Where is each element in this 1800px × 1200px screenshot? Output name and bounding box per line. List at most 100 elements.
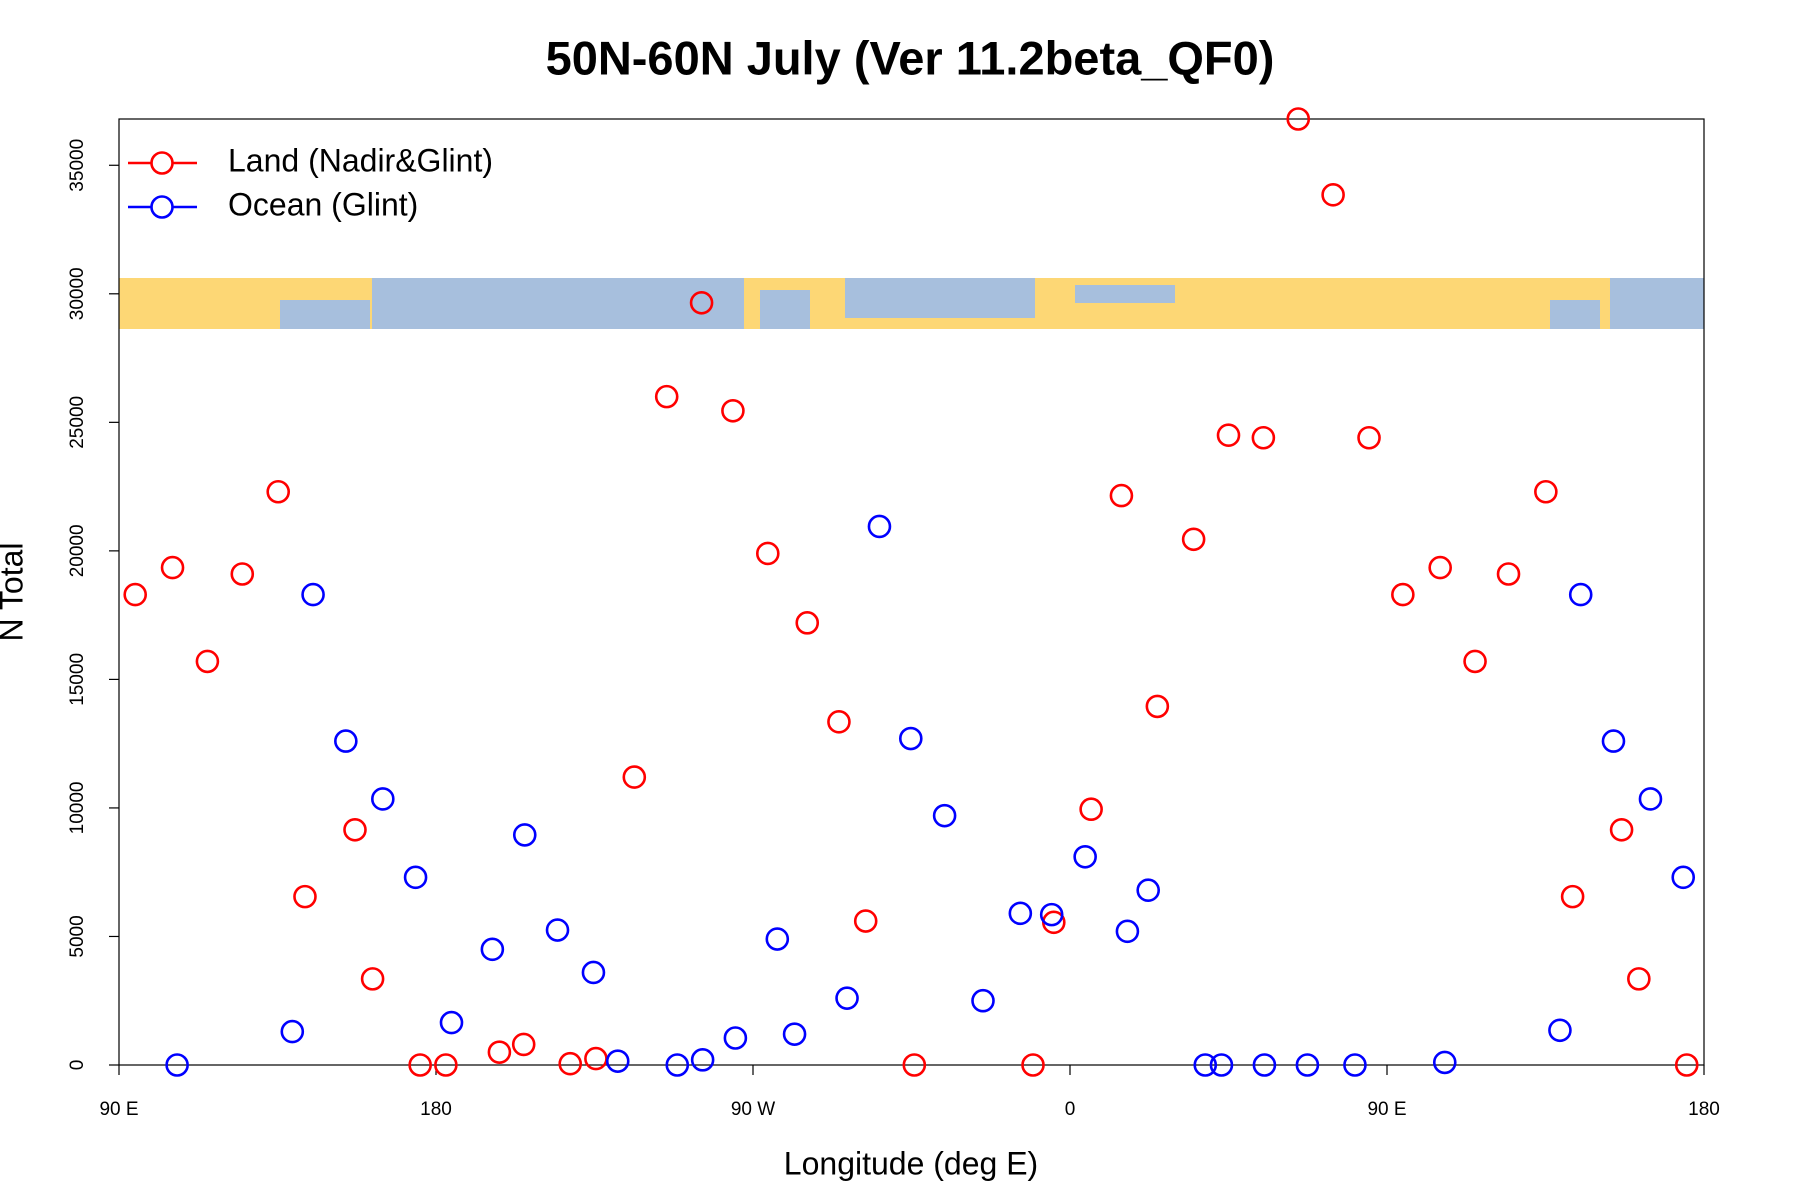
data-point: [795, 611, 820, 635]
data-point: [280, 1019, 305, 1044]
data-point: [1496, 562, 1521, 586]
map-band: [119, 278, 1704, 329]
data-point: [723, 1026, 748, 1050]
data-point: [1463, 649, 1487, 674]
y-tick-label: 0: [67, 1060, 88, 1071]
data-point: [434, 1053, 458, 1077]
map-ocean: [1610, 278, 1704, 329]
data-point: [1343, 1053, 1367, 1077]
y-tick-label: 10000: [67, 782, 88, 835]
data-point: [1008, 901, 1033, 926]
data-point: [835, 986, 859, 1010]
data-point: [782, 1022, 807, 1046]
x-tick-label: 180: [1688, 1099, 1720, 1120]
data-point: [1216, 423, 1241, 447]
legend-marker: [150, 151, 174, 175]
data-point: [1073, 844, 1097, 869]
data-point: [403, 865, 428, 890]
data-point: [902, 1053, 927, 1077]
data-point: [1601, 729, 1626, 753]
data-point: [558, 1051, 582, 1076]
data-point: [165, 1053, 189, 1077]
data-point: [1251, 425, 1276, 450]
data-point: [334, 729, 358, 753]
data-point: [1357, 425, 1381, 450]
x-tick-label: 90 W: [731, 1099, 775, 1120]
data-point: [1428, 555, 1452, 580]
data-point: [160, 555, 185, 580]
data-point: [1627, 967, 1651, 991]
data-point: [408, 1053, 432, 1077]
legend-label: Ocean (Glint): [228, 186, 418, 222]
data-point: [690, 1048, 715, 1072]
data-point: [765, 927, 790, 951]
data-point: [123, 582, 148, 607]
data-point: [1039, 902, 1064, 927]
data-point: [439, 1010, 464, 1035]
data-point: [971, 988, 995, 1013]
y-tick-label: 15000: [67, 653, 88, 706]
data-point: [360, 967, 385, 991]
data-point: [195, 649, 220, 674]
data-point: [853, 909, 878, 933]
data-point: [721, 398, 745, 423]
x-tick-label: 180: [420, 1099, 452, 1120]
y-tick-label: 25000: [67, 396, 88, 449]
data-point: [1193, 1053, 1218, 1077]
legend-marker: [150, 195, 174, 219]
data-point: [605, 1049, 630, 1073]
data-point: [230, 562, 255, 586]
data-point: [1560, 884, 1585, 909]
data-point: [301, 582, 325, 607]
map-ocean: [1550, 300, 1600, 329]
data-point: [867, 514, 892, 539]
data-point: [1252, 1053, 1277, 1077]
data-point: [266, 479, 291, 504]
y-tick-label: 35000: [67, 139, 88, 192]
data-point: [1181, 527, 1206, 552]
data-point: [1391, 582, 1415, 607]
y-tick-label: 5000: [67, 915, 88, 957]
data-point: [827, 710, 851, 734]
data-point: [665, 1053, 690, 1077]
x-axis-label: Longitude (deg E): [784, 1145, 1038, 1181]
data-point: [480, 937, 505, 962]
data-point: [371, 787, 395, 811]
data-point: [1638, 787, 1663, 811]
data-point: [1568, 582, 1593, 607]
data-point: [343, 817, 367, 842]
legend-label: Land (Nadir&Glint): [228, 142, 493, 178]
data-point: [581, 960, 606, 985]
data-point: [1145, 694, 1170, 719]
data-point: [1534, 479, 1558, 504]
data-point: [511, 1032, 536, 1057]
data-point: [1109, 483, 1134, 508]
data-point: [1609, 817, 1634, 842]
x-tick-label: 90 E: [99, 1099, 138, 1120]
data-point: [545, 918, 570, 942]
data-point: [293, 884, 317, 909]
data-point: [654, 384, 679, 409]
x-tick-label: 0: [1065, 1099, 1076, 1120]
map-ocean: [372, 278, 744, 329]
data-point: [1021, 1053, 1045, 1077]
data-point: [512, 823, 537, 847]
data-point: [898, 726, 923, 751]
data-point: [1674, 1053, 1699, 1077]
x-tick-label: 90 E: [1367, 1099, 1406, 1120]
data-point: [689, 291, 714, 315]
data-point: [1115, 919, 1140, 944]
data-point: [1079, 797, 1103, 822]
y-tick-label: 30000: [67, 267, 88, 320]
map-ocean: [280, 300, 370, 329]
data-point: [622, 765, 647, 789]
data-point: [932, 803, 957, 828]
data-point: [1671, 865, 1696, 890]
data-point: [1432, 1050, 1457, 1075]
data-point: [1295, 1053, 1320, 1077]
data-point: [1136, 878, 1160, 902]
map-ocean: [1075, 285, 1175, 303]
chart-title: 50N-60N July (Ver 11.2beta_QF0): [546, 31, 1275, 84]
map-ocean: [760, 290, 810, 329]
